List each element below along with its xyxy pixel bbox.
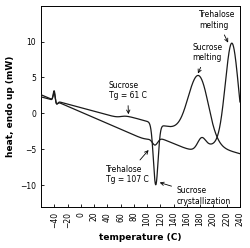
Text: Sucrose
melting: Sucrose melting — [192, 43, 222, 73]
X-axis label: temperature (C): temperature (C) — [99, 233, 182, 243]
Text: Sucrose
Tg = 61 C: Sucrose Tg = 61 C — [108, 81, 146, 113]
Y-axis label: heat, endo up (mW): heat, endo up (mW) — [6, 56, 15, 157]
Text: Sucrose
crystallization: Sucrose crystallization — [160, 182, 231, 206]
Text: Trehalose
melting: Trehalose melting — [199, 10, 235, 42]
Text: Trehalose
Tg = 107 C: Trehalose Tg = 107 C — [106, 151, 149, 184]
